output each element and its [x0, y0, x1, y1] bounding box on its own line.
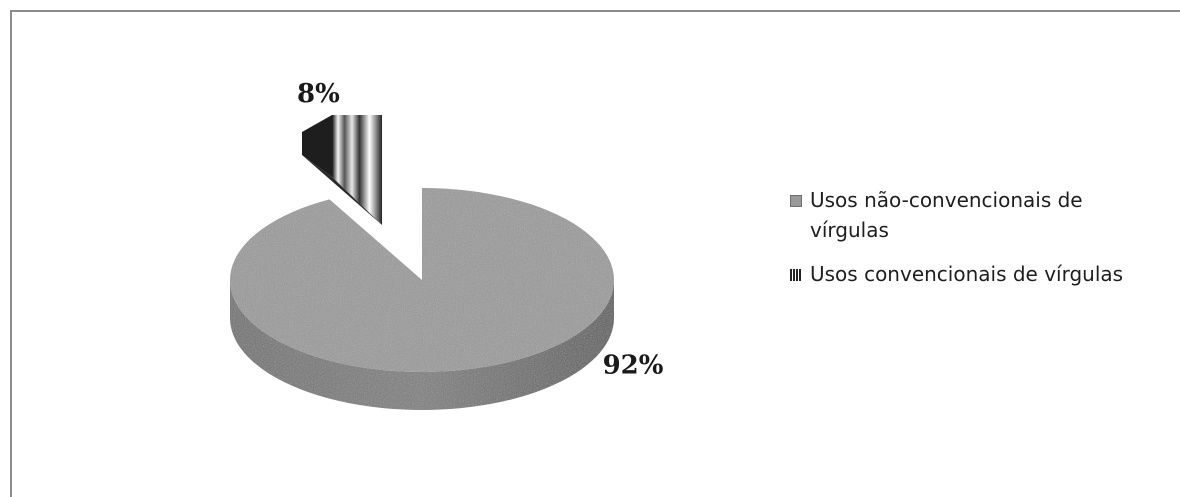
data-label-nao-convencionais: 92% — [603, 350, 664, 380]
legend-swatch-striped — [790, 269, 802, 281]
pie-slice-nao-convencionais — [230, 188, 615, 372]
pie-slice-side-nao-convencionais — [230, 280, 614, 410]
legend-item-convencionais: Usos convencionais de vírgulas — [790, 259, 1170, 289]
legend-item-nao-convencionais: Usos não-convencionais de vírgulas — [790, 185, 1170, 245]
pie-slice-convencionais — [302, 115, 382, 225]
data-label-convencionais: 8% — [297, 79, 340, 109]
chart-legend: Usos não-convencionais de vírgulas Usos … — [790, 185, 1170, 303]
legend-label: Usos não-convencionais de vírgulas — [810, 188, 1083, 242]
legend-swatch-gray — [790, 195, 802, 207]
legend-label: Usos convencionais de vírgulas — [810, 262, 1124, 286]
